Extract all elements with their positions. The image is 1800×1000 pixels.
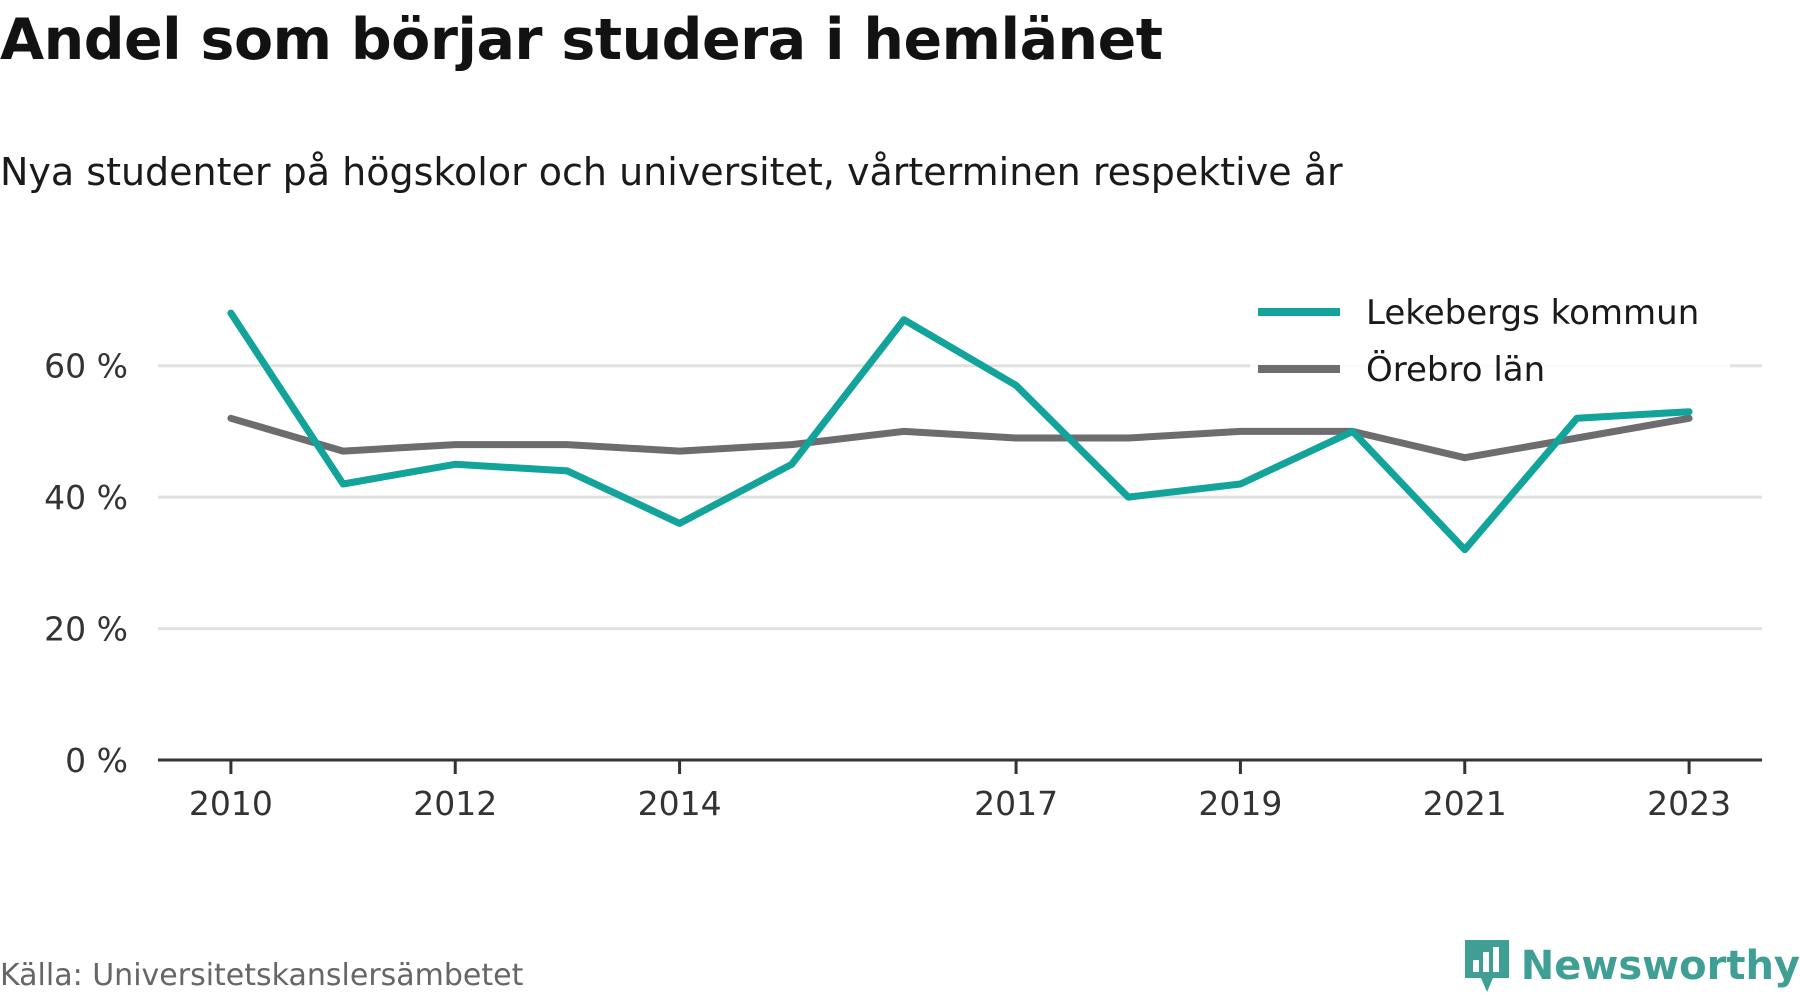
- chart-subtitle: Nya studenter på högskolor och universit…: [0, 150, 1343, 194]
- x-tick-label: 2014: [638, 784, 722, 823]
- y-tick-label: 20 %: [44, 610, 128, 649]
- y-tick-label: 0 %: [65, 741, 128, 780]
- legend: Lekebergs kommun Örebro län: [1250, 286, 1730, 393]
- x-tick-label: 2012: [413, 784, 497, 823]
- legend-label: Lekebergs kommun: [1366, 293, 1699, 333]
- y-tick-label: 60 %: [44, 347, 128, 386]
- y-tick-label: 40 %: [44, 478, 128, 517]
- x-axis: 2010 2012 2014 2017 2019 2021 2023: [158, 758, 1762, 823]
- series-lines: [227, 309, 1693, 554]
- legend-label: Örebro län: [1366, 349, 1545, 390]
- x-tick-label: 2019: [1198, 784, 1282, 823]
- brand-name: Newsworthy: [1520, 943, 1800, 989]
- x-tick-label: 2017: [974, 784, 1058, 823]
- x-tick-label: 2021: [1423, 784, 1507, 823]
- gridlines: [158, 364, 1762, 631]
- series-line-0: [227, 309, 1693, 554]
- y-axis-ticks: 0 % 20 % 40 % 60 %: [44, 347, 128, 780]
- source-note: Källa: Universitetskanslersämbetet: [0, 958, 524, 993]
- x-tick-label: 2010: [189, 784, 273, 823]
- series-line-1: [227, 414, 1693, 462]
- x-tick-label: 2023: [1647, 784, 1731, 823]
- newsworthy-badge-icon: [1464, 940, 1509, 992]
- chart-title: Andel som börjar studera i hemlänet: [0, 7, 1163, 73]
- newsworthy-logo: Newsworthy: [1463, 938, 1800, 994]
